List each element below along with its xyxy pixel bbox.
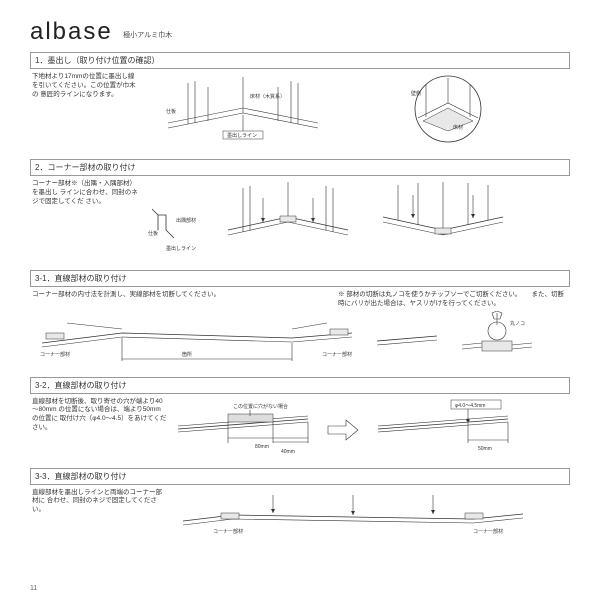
brand-title: albase [30,18,113,45]
section-3-2-text: 直線部材を切断後、取り寄せの穴が端より40～80mm の位置にない場合は、端より… [32,398,167,433]
brand-subtitle: 極小アルミ巾木 [123,32,172,39]
label-floor-wood: 床材（木質系） [250,93,285,100]
label-ink-line: 墨出しライン [227,132,257,139]
page-number: 11 [30,585,37,592]
section-1: 1．墨出し（取り付け位置の確認） 下地材より17mmの位置に墨出し線 を引いてく… [30,52,570,153]
label-location: 箇所 [182,351,192,358]
label-floor: 床材 [453,124,463,131]
label-corner-piece: 出隅部材 [176,217,196,224]
section-1-title: 1．墨出し（取り付け位置の確認） [30,52,570,69]
section-2-title: 2．コーナー部材の取り付け [30,159,570,176]
section-3-1-note: ※ 部材の切断は丸ノコを使うかチップソーでご切断ください。 また、切断時にバリが… [338,291,568,309]
section-3-3-text: 直線部材を墨出しラインと両端のコーナー部材に 合わせ、同封のネジで固定してくださ… [32,489,167,515]
label-board2: 仕板 [148,230,158,237]
label-ink-line2: 墨出しライン [166,245,196,252]
section-3-1-diagram: コーナー部材 コーナー部材 箇所 [32,311,552,369]
label-80mm: 80mm [255,444,269,450]
label-hole-dia: φ4.0～4.5mm [455,403,485,409]
section-1-diagram: 床材（木質系） 仕板 墨出しライン 壁側 床材 [148,73,568,151]
label-corner-l: コーナー部材 [40,351,70,358]
section-3-2: 3-2．直線部材の取り付け 直線部材を切断後、取り寄せの穴が端より40～80mm… [30,377,570,462]
section-3-1: 3-1．直線部材の取り付け コーナー部材の内寸法を計測し、実線部材を切断してくだ… [30,270,570,371]
section-2-diagram: 仕板 出隅部材 墨出しライン [148,180,568,262]
label-50mm: 50mm [478,446,492,452]
label-corner-r2: コーナー部材 [473,528,503,535]
label-corner-l2: コーナー部材 [213,528,243,535]
label-corner-r: コーナー部材 [322,351,352,358]
section-1-text: 下地材より17mmの位置に墨出し線 を引いてください。この位置が巾木の 意匠的ラ… [32,73,142,99]
label-wall: 壁側 [411,90,421,97]
label-board: 仕板 [166,108,176,115]
section-2: 2．コーナー部材の取り付け コーナー部材※（出隅・入隅部材）を墨出し ラインに合… [30,159,570,264]
section-3-3-diagram: コーナー部材 コーナー部材 [173,489,568,537]
page-header: albase 極小アルミ巾木 [30,18,570,46]
section-3-1-text: コーナー部材の内寸法を計測し、実線部材を切断してください。 [32,291,220,309]
label-saw: 丸ノコ [510,320,525,327]
section-2-text: コーナー部材※（出隅・入隅部材）を墨出し ラインに合わせ、同封のネジで固定してく… [32,180,142,206]
section-3-3-title: 3-3．直線部材の取り付け [30,468,570,485]
section-3-3: 3-3．直線部材の取り付け 直線部材を墨出しラインと両端のコーナー部材に 合わせ… [30,468,570,539]
label-40mm: 40mm [281,449,295,455]
label-no-hole: この位置に穴がない場合 [233,403,288,410]
section-3-1-title: 3-1．直線部材の取り付け [30,270,570,287]
section-3-2-diagram: 80mm 40mm この位置に穴がない場合 [173,398,568,460]
section-3-2-title: 3-2．直線部材の取り付け [30,377,570,394]
